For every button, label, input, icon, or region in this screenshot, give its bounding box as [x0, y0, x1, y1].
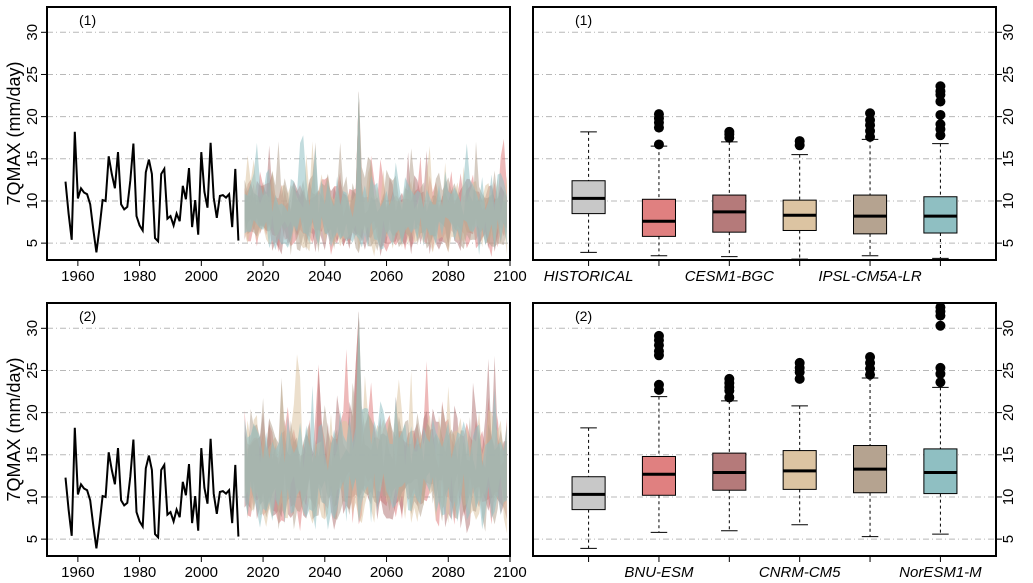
outlier-point — [935, 320, 946, 331]
historical-series-line — [64, 427, 240, 549]
x-tick-label: 2020 — [246, 564, 279, 581]
outlier-point — [794, 136, 805, 147]
outlier-point — [653, 109, 664, 120]
box-iqr — [853, 194, 888, 235]
y-tick-label: 15 — [1000, 150, 1017, 167]
y-tick-label: 30 — [1000, 320, 1017, 337]
y-axis-label: 7QMAX (mm/day) — [4, 357, 24, 501]
x-tick-label: 2040 — [308, 564, 341, 581]
boxplot-model-2 — [712, 126, 747, 258]
boxplot-model-1 — [641, 330, 676, 533]
outlier-point — [935, 119, 946, 130]
box-iqr — [641, 455, 676, 496]
plot-frame — [532, 302, 997, 557]
x-tick-label: 2000 — [185, 564, 218, 581]
y-tick-label: 10 — [24, 489, 41, 506]
boxplot-panel-2: BNU-ESM CNRM-CM5 NorESM1-M 5 10 15 20 25 30 (2) — [532, 302, 1017, 581]
outlier-point — [935, 377, 946, 388]
x-tick-label: 2000 — [185, 268, 218, 285]
boxplot-historical — [571, 131, 606, 253]
outlier-point — [653, 330, 664, 341]
y-tick-label: 25 — [1000, 66, 1017, 83]
category-label: HISTORICAL — [544, 268, 634, 285]
outlier-point — [865, 108, 876, 119]
panel-label: (1) — [575, 12, 592, 28]
outlier-point — [935, 362, 946, 373]
category-label: CNRM-CM5 — [759, 564, 841, 581]
x-tick-label: 1980 — [123, 268, 156, 285]
x-tick-label: 2100 — [493, 268, 526, 285]
category-label: BNU-ESM — [624, 564, 694, 581]
outlier-point — [935, 81, 946, 92]
x-tick-label: 2080 — [432, 268, 465, 285]
category-label: CESM1-BGC — [685, 268, 774, 285]
category-label: IPSL-CM5A-LR — [818, 268, 922, 285]
boxplot-panel-1: HISTORICAL CESM1-BGC IPSL-CM5A-LR 5 10 15 20 25… — [532, 6, 1017, 285]
boxplot-historical — [571, 427, 606, 549]
x-tick-label: 2040 — [308, 268, 341, 285]
x-tick-label: 2080 — [432, 564, 465, 581]
y-tick-label: 20 — [1000, 108, 1017, 125]
boxplot-model-3 — [782, 136, 817, 260]
plot-frame — [532, 6, 997, 261]
x-tick-label: 2100 — [493, 564, 526, 581]
boxplot-model-5 — [923, 81, 958, 259]
y-tick-label: 10 — [1000, 193, 1017, 210]
plot-frame — [46, 302, 511, 557]
y-tick-label: 20 — [24, 404, 41, 421]
panel-label: (1) — [79, 12, 96, 28]
outlier-point — [724, 126, 735, 137]
historical-series-line — [64, 131, 240, 253]
panel-label: (2) — [575, 308, 592, 324]
x-tick-label: 2060 — [370, 268, 403, 285]
y-tick-label: 20 — [1000, 404, 1017, 421]
projection-ribbon-5 — [244, 311, 507, 530]
x-tick-label: 2020 — [246, 268, 279, 285]
y-tick-label: 15 — [1000, 446, 1017, 463]
y-tick-label: 5 — [1000, 239, 1017, 247]
x-tick-label: 1960 — [61, 268, 94, 285]
outlier-point — [935, 109, 946, 120]
y-axis-label: 7QMAX (mm/day) — [4, 61, 24, 205]
y-tick-label: 5 — [24, 239, 41, 247]
boxplot-model-5 — [923, 302, 958, 535]
y-tick-label: 25 — [24, 362, 41, 379]
y-tick-label: 15 — [24, 446, 41, 463]
box-iqr — [641, 198, 676, 237]
box-iqr — [712, 194, 747, 233]
y-tick-label: 30 — [1000, 24, 1017, 41]
outlier-point — [653, 139, 664, 150]
projection-ribbon-5 — [244, 91, 507, 256]
boxplot-model-2 — [712, 373, 747, 532]
outlier-point — [935, 302, 946, 313]
timeseries-panel-2: 1960 1980 2000 2020 2040 2060 2080 2100 5 10 15 20 2… — [4, 302, 527, 581]
x-tick-label: 1980 — [123, 564, 156, 581]
outlier-point — [724, 373, 735, 384]
y-tick-label: 25 — [24, 66, 41, 83]
y-tick-label: 25 — [1000, 362, 1017, 379]
y-tick-label: 5 — [24, 535, 41, 543]
x-tick-label: 1960 — [61, 564, 94, 581]
y-tick-label: 10 — [1000, 489, 1017, 506]
outlier-point — [865, 351, 876, 362]
y-tick-label: 10 — [24, 193, 41, 210]
outlier-point — [794, 357, 805, 368]
boxplot-model-4 — [853, 108, 888, 257]
category-label: NorESM1-M — [899, 564, 982, 581]
boxplot-model-4 — [853, 351, 888, 538]
y-tick-label: 30 — [24, 320, 41, 337]
panel-label: (2) — [79, 308, 96, 324]
boxplot-model-1 — [641, 109, 676, 257]
y-tick-label: 20 — [24, 108, 41, 125]
plot-frame — [46, 6, 511, 261]
outlier-point — [653, 379, 664, 390]
y-tick-label: 5 — [1000, 535, 1017, 543]
x-tick-label: 2060 — [370, 564, 403, 581]
boxplot-model-3 — [782, 357, 817, 526]
y-tick-label: 30 — [24, 24, 41, 41]
timeseries-panel-1: 1960 1980 2000 2020 2040 2060 2080 2100 5 10 15 20 2… — [4, 6, 527, 285]
y-tick-label: 15 — [24, 150, 41, 167]
